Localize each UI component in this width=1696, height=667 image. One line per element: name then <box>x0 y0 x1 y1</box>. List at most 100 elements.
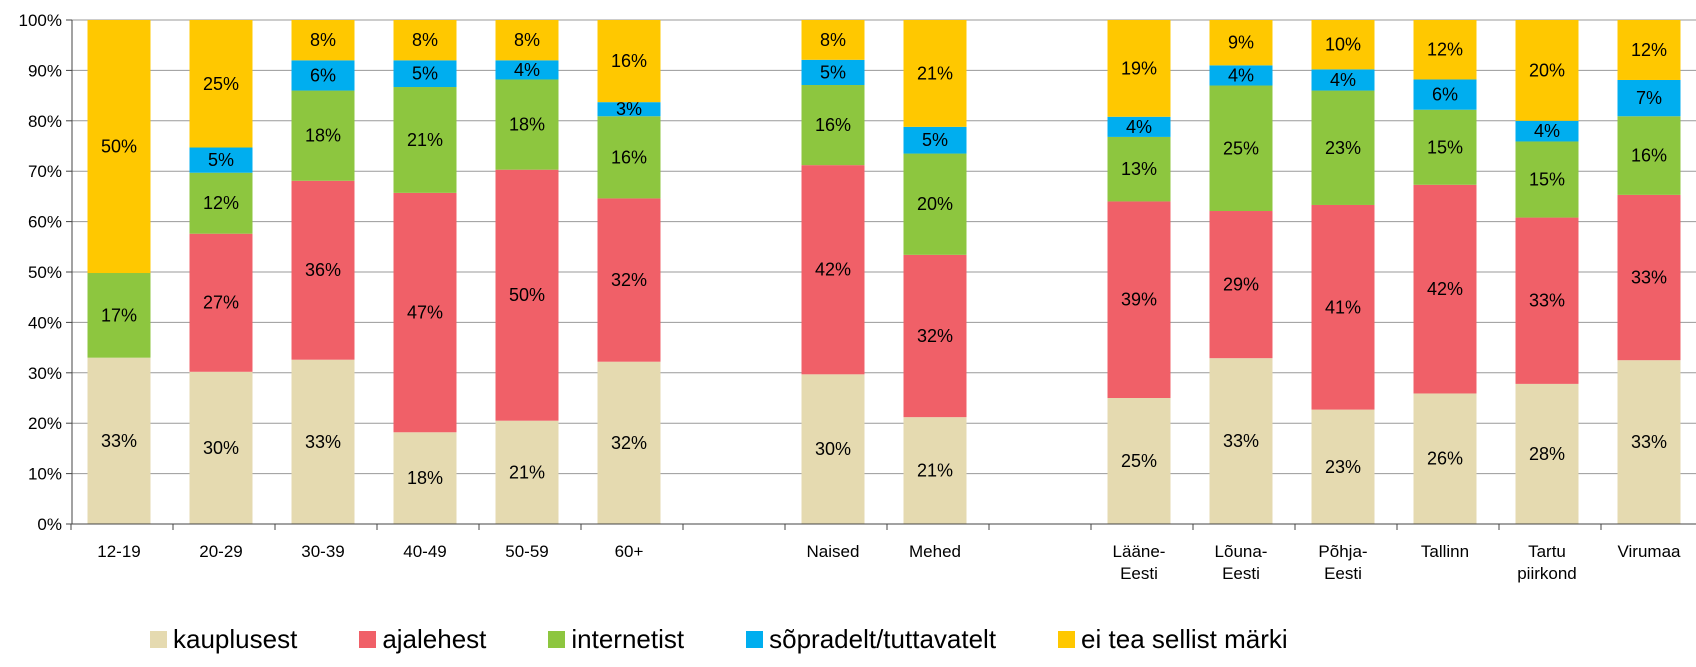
bar-segment <box>1209 65 1273 86</box>
bar-segment <box>1107 116 1171 137</box>
bar-segment <box>1107 136 1171 202</box>
bar-segment <box>1617 360 1681 524</box>
data-label: 6% <box>1432 85 1458 105</box>
data-label: 16% <box>815 115 851 135</box>
legend-swatch <box>1058 631 1076 648</box>
bar-segment <box>291 180 355 360</box>
x-tick-label: Lääne-Eesti <box>1113 542 1166 583</box>
data-label: 5% <box>412 64 438 84</box>
bar-segment <box>291 90 355 181</box>
data-label: 25% <box>203 74 239 94</box>
bar-segment <box>903 417 967 524</box>
data-label: 18% <box>407 468 443 488</box>
legend-label: sõpradelt/tuttavatelt <box>769 624 997 654</box>
bar-segment <box>495 169 559 421</box>
bar-segment <box>903 254 967 418</box>
bar-segment <box>801 85 865 166</box>
data-label: 20% <box>917 194 953 214</box>
legend-item-ei-tea: ei tea sellist märki <box>1058 624 1288 655</box>
bar-segment <box>1413 393 1477 524</box>
data-label: 16% <box>611 147 647 167</box>
data-label: 28% <box>1529 444 1565 464</box>
legend-item-sopradelt: sõpradelt/tuttavatelt <box>746 624 996 655</box>
bar-segment <box>495 79 559 170</box>
bar-segment <box>1209 85 1273 212</box>
data-label: 4% <box>514 60 540 80</box>
data-label: 8% <box>514 30 540 50</box>
data-label: 10% <box>1325 35 1361 55</box>
data-label: 18% <box>509 115 545 135</box>
data-label: 15% <box>1529 170 1565 190</box>
x-tick-label: Virumaa <box>1618 542 1682 561</box>
data-label: 32% <box>917 326 953 346</box>
bar-segment <box>801 374 865 524</box>
bar-segment <box>1311 204 1375 410</box>
bar-segment <box>1209 358 1273 524</box>
bar-segment <box>1311 409 1375 524</box>
data-label: 5% <box>820 62 846 82</box>
bar-segment <box>393 432 457 524</box>
x-tick-label: Tallinn <box>1421 542 1469 561</box>
data-label: 30% <box>203 438 239 458</box>
data-label: 16% <box>1631 146 1667 166</box>
x-tick-label: Naised <box>807 542 860 561</box>
data-label: 9% <box>1228 33 1254 53</box>
data-label: 33% <box>1631 268 1667 288</box>
x-tick-label: 60+ <box>615 542 644 561</box>
data-label: 39% <box>1121 290 1157 310</box>
data-label: 5% <box>922 130 948 150</box>
data-label: 8% <box>310 30 336 50</box>
data-label: 4% <box>1534 121 1560 141</box>
data-label: 21% <box>407 130 443 150</box>
data-label: 16% <box>611 51 647 71</box>
x-tick-label: 30-39 <box>301 542 344 561</box>
y-tick-label: 20% <box>28 414 62 433</box>
legend: kauplusest ajalehest internetist sõprade… <box>150 624 1350 655</box>
data-label: 4% <box>1228 65 1254 85</box>
bar-segment <box>393 87 457 193</box>
data-label: 47% <box>407 303 443 323</box>
legend-swatch <box>359 631 377 648</box>
legend-swatch <box>548 631 566 648</box>
y-tick-label: 30% <box>28 364 62 383</box>
y-tick-label: 90% <box>28 61 62 80</box>
bar-segment <box>1107 398 1171 524</box>
bar-segment <box>393 60 457 88</box>
data-label: 50% <box>509 285 545 305</box>
bar-segment <box>1515 120 1579 142</box>
data-label: 32% <box>611 433 647 453</box>
y-tick-label: 0% <box>37 515 62 534</box>
bar-segment <box>801 20 865 60</box>
data-label: 12% <box>203 193 239 213</box>
data-label: 12% <box>1631 40 1667 60</box>
data-label: 30% <box>815 439 851 459</box>
bar-segment <box>189 172 253 234</box>
bar-segment <box>189 147 253 173</box>
bar-segment <box>903 153 967 255</box>
data-label: 23% <box>1325 138 1361 158</box>
bar-segment <box>597 361 661 524</box>
x-tick-label: 50-59 <box>505 542 548 561</box>
legend-label: ei tea sellist märki <box>1081 624 1288 654</box>
data-label: 4% <box>1126 117 1152 137</box>
data-label: 33% <box>101 431 137 451</box>
legend-item-ajalehest: ajalehest <box>359 624 486 655</box>
data-label: 33% <box>1631 432 1667 452</box>
data-label: 25% <box>1223 138 1259 158</box>
bar-segment <box>1413 20 1477 80</box>
bar-segment <box>87 273 151 358</box>
data-label: 8% <box>820 30 846 50</box>
x-tick-label: Põhja-Eesti <box>1318 542 1367 583</box>
y-tick-label: 10% <box>28 465 62 484</box>
bar-segment <box>1311 20 1375 70</box>
legend-item-kauplusest: kauplusest <box>150 624 297 655</box>
bar-segment <box>801 59 865 86</box>
data-label: 33% <box>305 432 341 452</box>
data-label: 19% <box>1121 58 1157 78</box>
bar-segment <box>87 357 151 524</box>
data-label: 33% <box>1223 431 1259 451</box>
data-label: 41% <box>1325 297 1361 317</box>
y-tick-label: 60% <box>28 213 62 232</box>
bar-segment <box>1209 211 1273 359</box>
